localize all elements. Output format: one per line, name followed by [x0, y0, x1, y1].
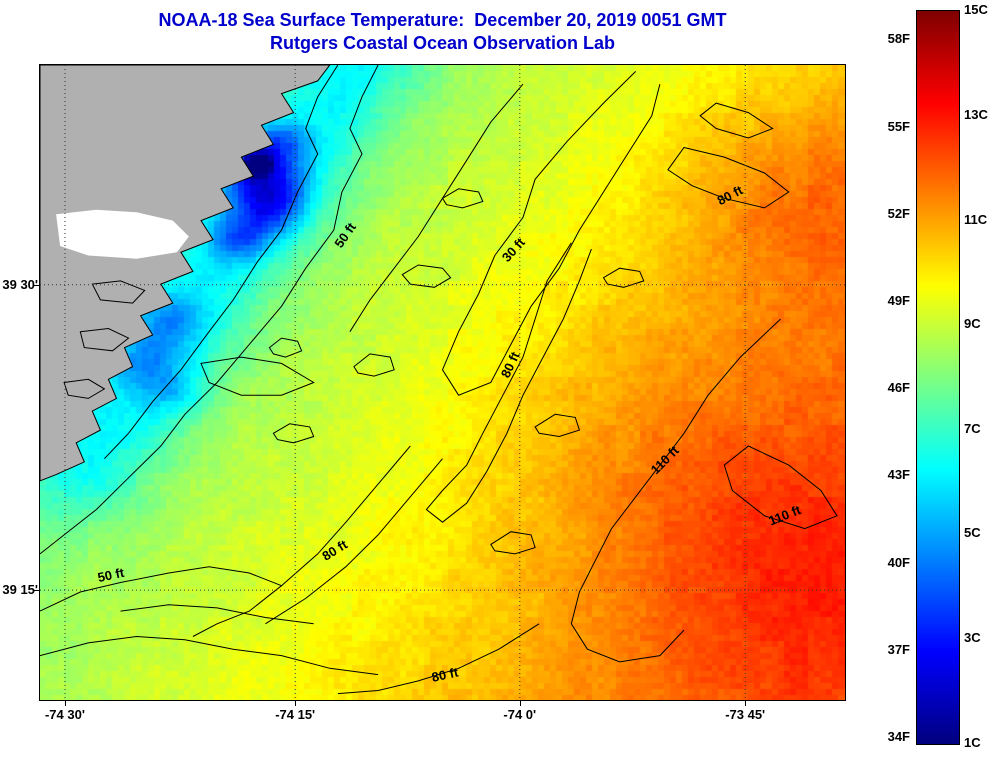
depth-contour	[268, 337, 303, 358]
depth-contour	[667, 146, 790, 209]
depth-contour	[40, 65, 379, 555]
map-plot: 50 ft 50 ft 30 ft 80 ft 80 ft 80 ft 80 ft 110 f…	[39, 64, 846, 701]
colorbar-celsius-label: 5C	[964, 525, 981, 541]
island	[63, 378, 106, 399]
colorbar-gradient	[917, 11, 959, 744]
depth-contour	[699, 102, 774, 139]
contour-label: 50 ft	[96, 565, 126, 585]
land-mass	[40, 65, 331, 482]
depth-contour	[441, 188, 484, 209]
depth-contour	[337, 623, 540, 695]
depth-contour	[349, 83, 524, 332]
y-tick-label: 39 15'	[2, 582, 38, 598]
depth-contour	[353, 353, 395, 377]
depth-contour	[534, 413, 581, 438]
depth-contour	[120, 604, 314, 625]
y-tick-label: 39 30'	[2, 276, 38, 292]
colorbar-fahrenheit-label: 34F	[887, 729, 910, 745]
contour-label: 80 ft	[319, 536, 350, 563]
depth-contour	[570, 318, 781, 663]
island	[79, 327, 130, 352]
depth-contour	[490, 531, 536, 555]
x-axis: -74 30' -74 15' -74 0' -73 45'	[40, 707, 845, 727]
colorbar-celsius-label: 7C	[964, 420, 981, 436]
figure-title: NOAA-18 Sea Surface Temperature: Decembe…	[158, 10, 727, 30]
colorbar	[916, 10, 960, 745]
depth-contour	[272, 423, 315, 444]
depth-contour	[723, 445, 838, 530]
x-tick-label: -73 45'	[725, 707, 766, 722]
x-tick-mark	[64, 701, 66, 706]
colorbar-celsius-label: 11C	[964, 211, 988, 227]
colorbar-celsius-label: 15C	[964, 2, 988, 17]
depth-contour	[401, 264, 452, 288]
depth-contour	[441, 71, 661, 396]
colorbar-celsius-label: 3C	[964, 630, 981, 646]
x-tick-label: -74 15'	[275, 707, 316, 722]
x-tick-label: -74 0'	[503, 707, 537, 722]
contour-label: 80 ft	[430, 664, 460, 684]
figure-subtitle: Rutgers Coastal Ocean Observation Lab	[269, 33, 616, 53]
depth-contour	[200, 356, 315, 396]
colorbar-fahrenheit-label: 40F	[887, 554, 910, 570]
colorbar-fahrenheit-label: 46F	[887, 380, 910, 396]
colorbar-fahrenheit-label: 37F	[887, 641, 910, 657]
colorbar-fahrenheit-label: 58F	[887, 31, 910, 47]
x-tick-mark	[745, 701, 747, 706]
colorbar-celsius-label: 13C	[964, 106, 988, 122]
y-tick-mark	[34, 284, 39, 286]
y-tick-mark	[34, 590, 39, 592]
depth-contour	[192, 445, 411, 637]
depth-contour	[104, 65, 339, 460]
island	[91, 280, 146, 304]
x-tick-label: -74 30'	[44, 707, 85, 722]
contour-label: 80 ft	[715, 182, 746, 208]
colorbar-celsius-label: 1C	[964, 735, 981, 750]
cloud-no-data	[56, 209, 189, 259]
x-tick-mark	[295, 701, 297, 706]
colorbar-fahrenheit-label: 49F	[887, 293, 910, 308]
x-tick-mark	[519, 701, 521, 706]
depth-contour	[40, 566, 282, 612]
depth-contour	[40, 635, 379, 676]
depth-contour	[265, 458, 443, 625]
colorbar-fahrenheit-label: 55F	[887, 118, 910, 134]
depth-contour	[602, 267, 645, 288]
depth-contour	[425, 242, 592, 523]
contour-label: 30 ft	[499, 234, 528, 264]
colorbar-fahrenheit-label: 43F	[887, 467, 910, 483]
colorbar-fahrenheit-label: 52F	[887, 205, 910, 221]
contour-label: 110 ft	[648, 442, 683, 477]
contour-label: 110 ft	[766, 502, 803, 529]
colorbar-celsius-label: 9C	[964, 316, 981, 332]
